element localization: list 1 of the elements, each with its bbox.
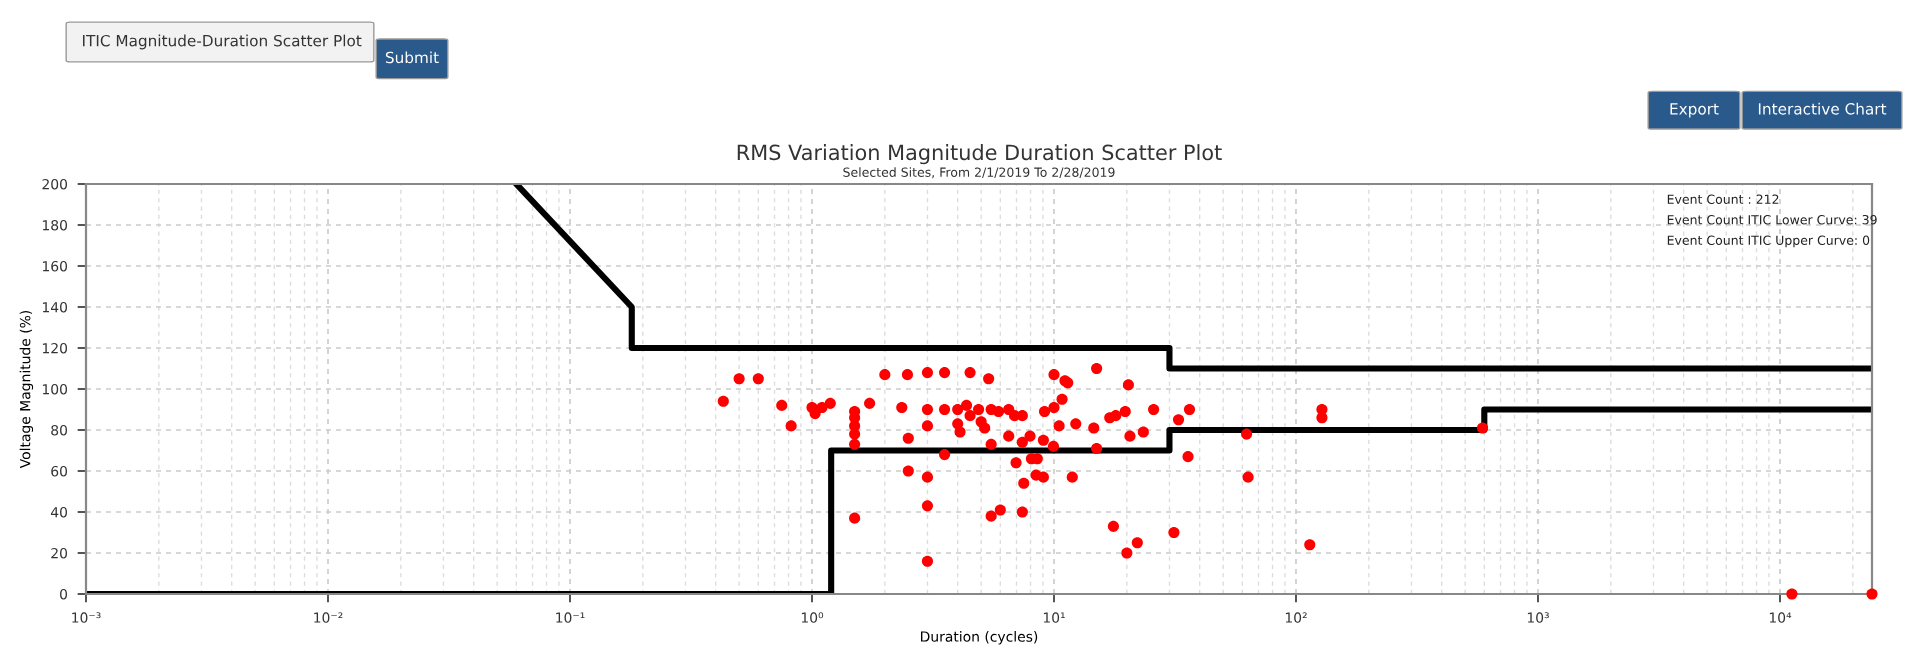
- chart-title: RMS Variation Magnitude Duration Scatter Plot: [737, 144, 1222, 165]
